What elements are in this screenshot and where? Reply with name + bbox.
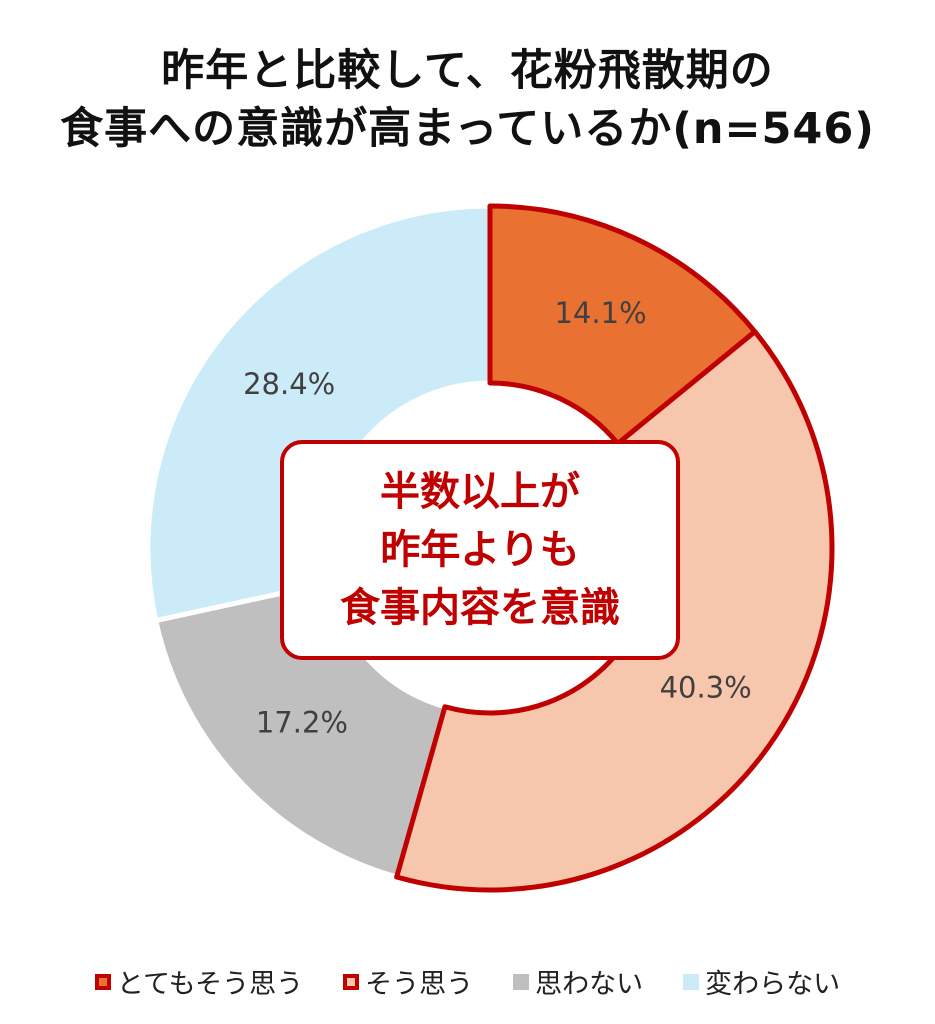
legend-item-disagree: 思わない bbox=[513, 962, 643, 1001]
callout-box: 半数以上が 昨年よりも 食事内容を意識 bbox=[280, 440, 680, 660]
legend-swatch-agree bbox=[343, 973, 360, 990]
callout-line-1: 半数以上が bbox=[380, 469, 580, 515]
legend-label-very-much: とてもそう思う bbox=[116, 969, 304, 1000]
value-label-very-much: 14.1% bbox=[555, 296, 647, 330]
callout-line-2: 昨年よりも bbox=[380, 527, 580, 573]
chart-title-line-1: 昨年と比較して、花粉飛散期の bbox=[161, 46, 774, 96]
legend: とてもそう思う そう思う 思わない 変わらない bbox=[0, 962, 935, 1001]
legend-swatch-very-much bbox=[94, 973, 111, 990]
chart-title-line-2: 食事への意識が高まっているか(n=546) bbox=[60, 104, 875, 154]
legend-item-unchanged: 変わらない bbox=[683, 962, 840, 1001]
value-label-disagree: 17.2% bbox=[256, 706, 348, 740]
chart-title: 昨年と比較して、花粉飛散期の 食事への意識が高まっているか(n=546) bbox=[0, 42, 935, 158]
legend-label-agree: そう思う bbox=[365, 969, 474, 1000]
value-label-unchanged: 28.4% bbox=[243, 367, 335, 401]
callout-line-3: 食事内容を意識 bbox=[340, 585, 620, 631]
legend-swatch-unchanged bbox=[683, 973, 700, 990]
legend-item-very-much: とてもそう思う bbox=[94, 962, 304, 1001]
legend-swatch-disagree bbox=[513, 973, 530, 990]
legend-label-disagree: 思わない bbox=[535, 969, 644, 1000]
slice-disagree bbox=[153, 580, 448, 880]
legend-item-agree: そう思う bbox=[343, 962, 473, 1001]
value-label-agree: 40.3% bbox=[660, 671, 752, 705]
legend-label-unchanged: 変わらない bbox=[705, 969, 841, 1000]
